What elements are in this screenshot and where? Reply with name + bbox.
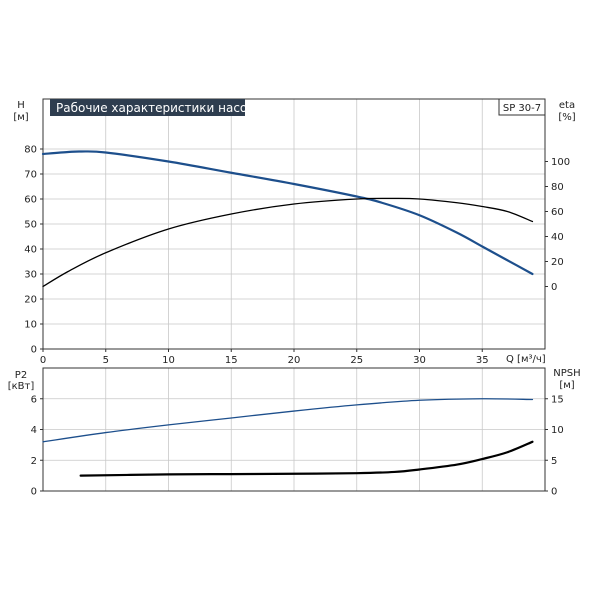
lower-right-tick-label: 15	[551, 394, 564, 405]
upper-left-tick-label: 10	[24, 320, 37, 331]
lower-left-tick-label: 4	[31, 425, 37, 436]
lower-series-0-line	[42, 398, 534, 443]
x-tick-label: 30	[413, 355, 426, 366]
upper-right-tick-label: 80	[551, 182, 564, 193]
lower-panel: 0 2 4 6 0 5 10 15	[31, 367, 564, 498]
upper-right-tick-label: 20	[551, 257, 564, 268]
lower-left-tick-label: 2	[31, 456, 37, 467]
x-tick-label: 25	[350, 355, 363, 366]
x-tick-label: 35	[476, 355, 489, 366]
chart-title: Рабочие характеристики насоса	[56, 101, 261, 115]
model-label: SP 30-7	[503, 103, 541, 114]
lower-right-axis-unit: [м]	[559, 380, 574, 391]
x-axis-label: Q [м³/ч]	[506, 354, 546, 365]
model-label-box	[498, 98, 546, 116]
upper-left-tick-label: 60	[24, 195, 37, 206]
x-tick-label: 5	[103, 355, 109, 366]
upper-right-tick-label: 60	[551, 207, 564, 218]
upper-left-tick-label: 40	[24, 245, 37, 256]
lower-left-tick-label: 6	[31, 394, 37, 405]
upper-series-0-line	[41, 150, 534, 276]
upper-left-axis-unit: [м]	[13, 112, 28, 123]
x-tick-label: 15	[225, 355, 238, 366]
lower-right-tick-label: 5	[551, 456, 557, 467]
chart-title-background	[50, 99, 245, 116]
x-tick-label: 10	[162, 355, 175, 366]
upper-left-tick-label: 30	[24, 270, 37, 281]
lower-left-axis-label: P2	[15, 370, 27, 381]
upper-left-axis-label: H	[17, 100, 25, 111]
lower-right-tick-label: 0	[551, 487, 557, 498]
lower-series-1-line	[79, 440, 534, 477]
upper-series-1-line	[42, 197, 534, 288]
upper-panel: 0 10 20 30 40 50 60 70 80 0 20 40 60 80 100 0 5 10 15 20 25 3…	[24, 98, 570, 366]
lower-right-tick-label: 10	[551, 425, 564, 436]
x-tick-label: 0	[40, 355, 46, 366]
upper-left-tick-label: 20	[24, 295, 37, 306]
x-tick-label: 20	[288, 355, 301, 366]
upper-right-tick-label: 100	[551, 157, 570, 168]
lower-left-tick-label: 0	[31, 487, 37, 498]
upper-right-axis-label: eta	[559, 100, 575, 111]
upper-left-tick-label: 50	[24, 220, 37, 231]
upper-right-tick-label: 0	[551, 282, 557, 293]
upper-right-tick-label: 40	[551, 232, 564, 243]
upper-left-tick-label: 80	[24, 145, 37, 156]
lower-right-axis-label: NPSH	[553, 368, 580, 379]
lower-left-axis-unit: [кВт]	[8, 381, 35, 392]
upper-right-axis-unit: [%]	[558, 112, 575, 123]
upper-left-tick-label: 70	[24, 170, 37, 181]
upper-left-tick-label: 0	[31, 345, 37, 356]
